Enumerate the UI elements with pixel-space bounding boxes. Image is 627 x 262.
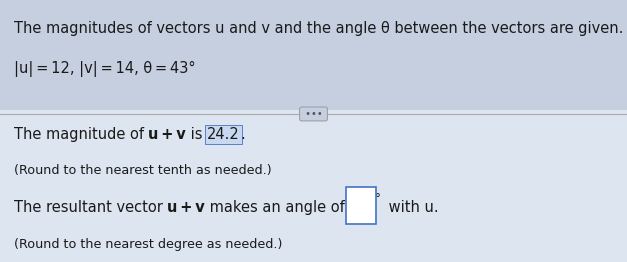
Bar (0, 110, 627, 262)
Text: The resultant vector: The resultant vector (14, 200, 167, 215)
Text: with u.: with u. (384, 200, 439, 215)
Text: 24.2: 24.2 (208, 127, 240, 142)
Text: (Round to the nearest tenth as needed.): (Round to the nearest tenth as needed.) (14, 164, 271, 177)
Text: is: is (186, 127, 208, 142)
Text: |u| = 12, |v| = 14, θ = 43°: |u| = 12, |v| = 14, θ = 43° (14, 61, 196, 77)
Text: u + v: u + v (149, 127, 186, 142)
Text: u + v: u + v (167, 200, 205, 215)
Text: •••: ••• (302, 109, 325, 119)
Bar (0, 0, 627, 110)
Text: The magnitudes of vectors u and v and the angle θ between the vectors are given.: The magnitudes of vectors u and v and th… (14, 21, 627, 36)
Text: (Round to the nearest degree as needed.): (Round to the nearest degree as needed.) (14, 238, 282, 250)
Text: makes an angle of: makes an angle of (205, 200, 349, 215)
Text: .: . (240, 127, 245, 142)
Text: °: ° (375, 192, 381, 205)
Text: The magnitude of: The magnitude of (14, 127, 149, 142)
